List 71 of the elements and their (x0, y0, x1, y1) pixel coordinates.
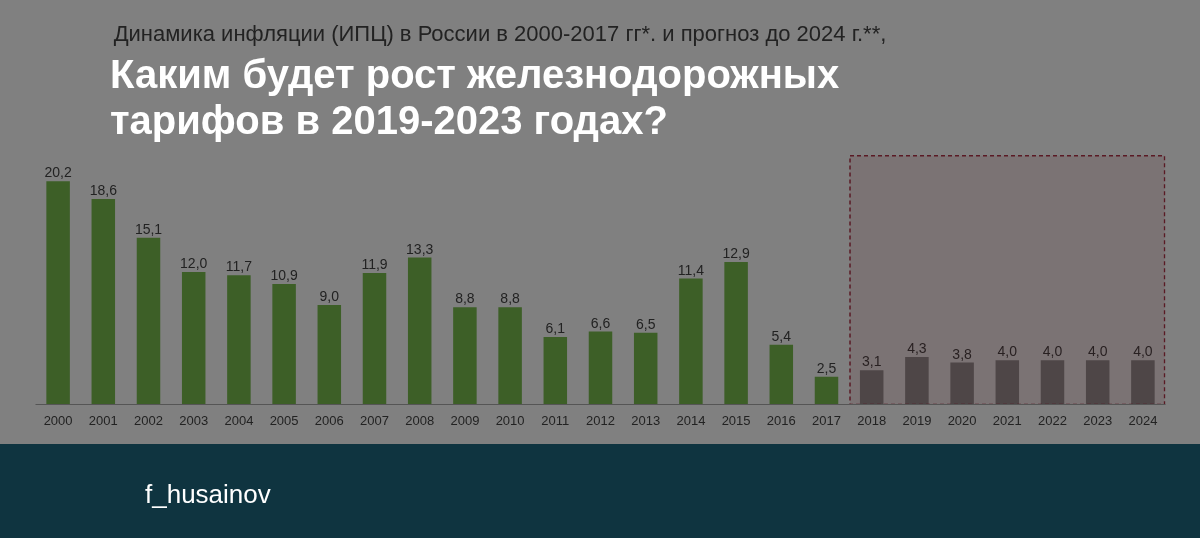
bar (317, 305, 342, 405)
bar (362, 273, 387, 405)
x-tick-label: 2012 (586, 412, 615, 428)
data-label: 18,6 (89, 181, 118, 198)
x-tick-label: 2013 (631, 412, 661, 428)
data-label: 11,7 (225, 258, 253, 275)
x-tick-label: 2014 (676, 412, 706, 428)
x-tick-label: 2003 (179, 412, 209, 428)
bar (814, 376, 839, 405)
data-label: 4,0 (1042, 343, 1063, 360)
chart-title: Каким будет рост железнодорожных тарифов в 2019-2023 годах? (109, 51, 841, 144)
data-label: 10,9 (270, 267, 298, 284)
data-label: 13,3 (406, 240, 434, 257)
x-tick-label: 2007 (360, 412, 389, 428)
bar (453, 307, 477, 405)
x-tick-label: 2021 (992, 412, 1022, 428)
data-label: 6,1 (545, 320, 566, 337)
x-tick-label: 2000 (43, 412, 73, 428)
data-label: 8,8 (500, 290, 521, 307)
data-label: 12,9 (722, 244, 750, 261)
bar (498, 307, 522, 405)
chart-subtitle: Динамика инфляции (ИПЦ) в России в 2000-2017 гг*. и прогноз до 2024 г.**, (112, 20, 888, 48)
data-label: 3,1 (861, 353, 882, 370)
x-tick-label: 2002 (134, 412, 163, 428)
data-label: 20,2 (44, 164, 72, 181)
bar (46, 181, 70, 405)
x-tick-label: 2024 (1128, 412, 1158, 428)
bar (769, 344, 794, 405)
data-label: 9,0 (319, 288, 340, 305)
bar (91, 198, 116, 405)
data-label: 3,8 (952, 345, 973, 362)
data-label: 6,5 (635, 315, 656, 332)
bar (136, 237, 161, 405)
x-tick-label: 2005 (269, 412, 299, 428)
bar (543, 337, 568, 405)
bar (588, 331, 613, 405)
x-tick-label: 2020 (947, 412, 977, 428)
x-tick-label: 2001 (88, 412, 118, 428)
data-label: 6,6 (590, 314, 611, 331)
x-tick-label: 2006 (314, 412, 344, 428)
bar (272, 284, 296, 405)
x-tick-label: 2004 (224, 412, 254, 428)
bar (227, 275, 251, 405)
x-tick-label: 2008 (405, 412, 435, 428)
bar (679, 278, 703, 405)
x-tick-label: 2016 (766, 412, 796, 428)
x-tick-label: 2009 (450, 412, 480, 428)
data-label: 4,0 (1133, 343, 1153, 360)
x-tick-label: 2011 (541, 412, 570, 428)
data-label: 4,3 (907, 339, 927, 356)
data-label: 5,4 (771, 327, 792, 344)
data-label: 11,4 (677, 261, 705, 278)
data-label: 4,0 (1087, 343, 1108, 360)
x-tick-label: 2023 (1083, 412, 1113, 428)
x-tick-label: 2017 (812, 412, 841, 428)
bar (181, 271, 206, 405)
data-label: 8,8 (455, 290, 475, 307)
data-label: 11,9 (361, 256, 388, 272)
text: f_husainov (144, 478, 271, 511)
x-tick-label: 2010 (495, 412, 525, 428)
data-label: 12,0 (180, 254, 208, 271)
data-label: 15,1 (134, 220, 163, 237)
bar (724, 261, 748, 405)
bar (633, 332, 658, 405)
x-tick-label: 2015 (721, 412, 751, 428)
data-label: 2,5 (816, 359, 837, 376)
x-tick-label: 2019 (902, 412, 932, 428)
bar (407, 257, 432, 405)
x-tick-label: 2022 (1038, 412, 1067, 428)
x-tick-label: 2018 (857, 412, 887, 428)
data-label: 4,0 (997, 343, 1018, 360)
